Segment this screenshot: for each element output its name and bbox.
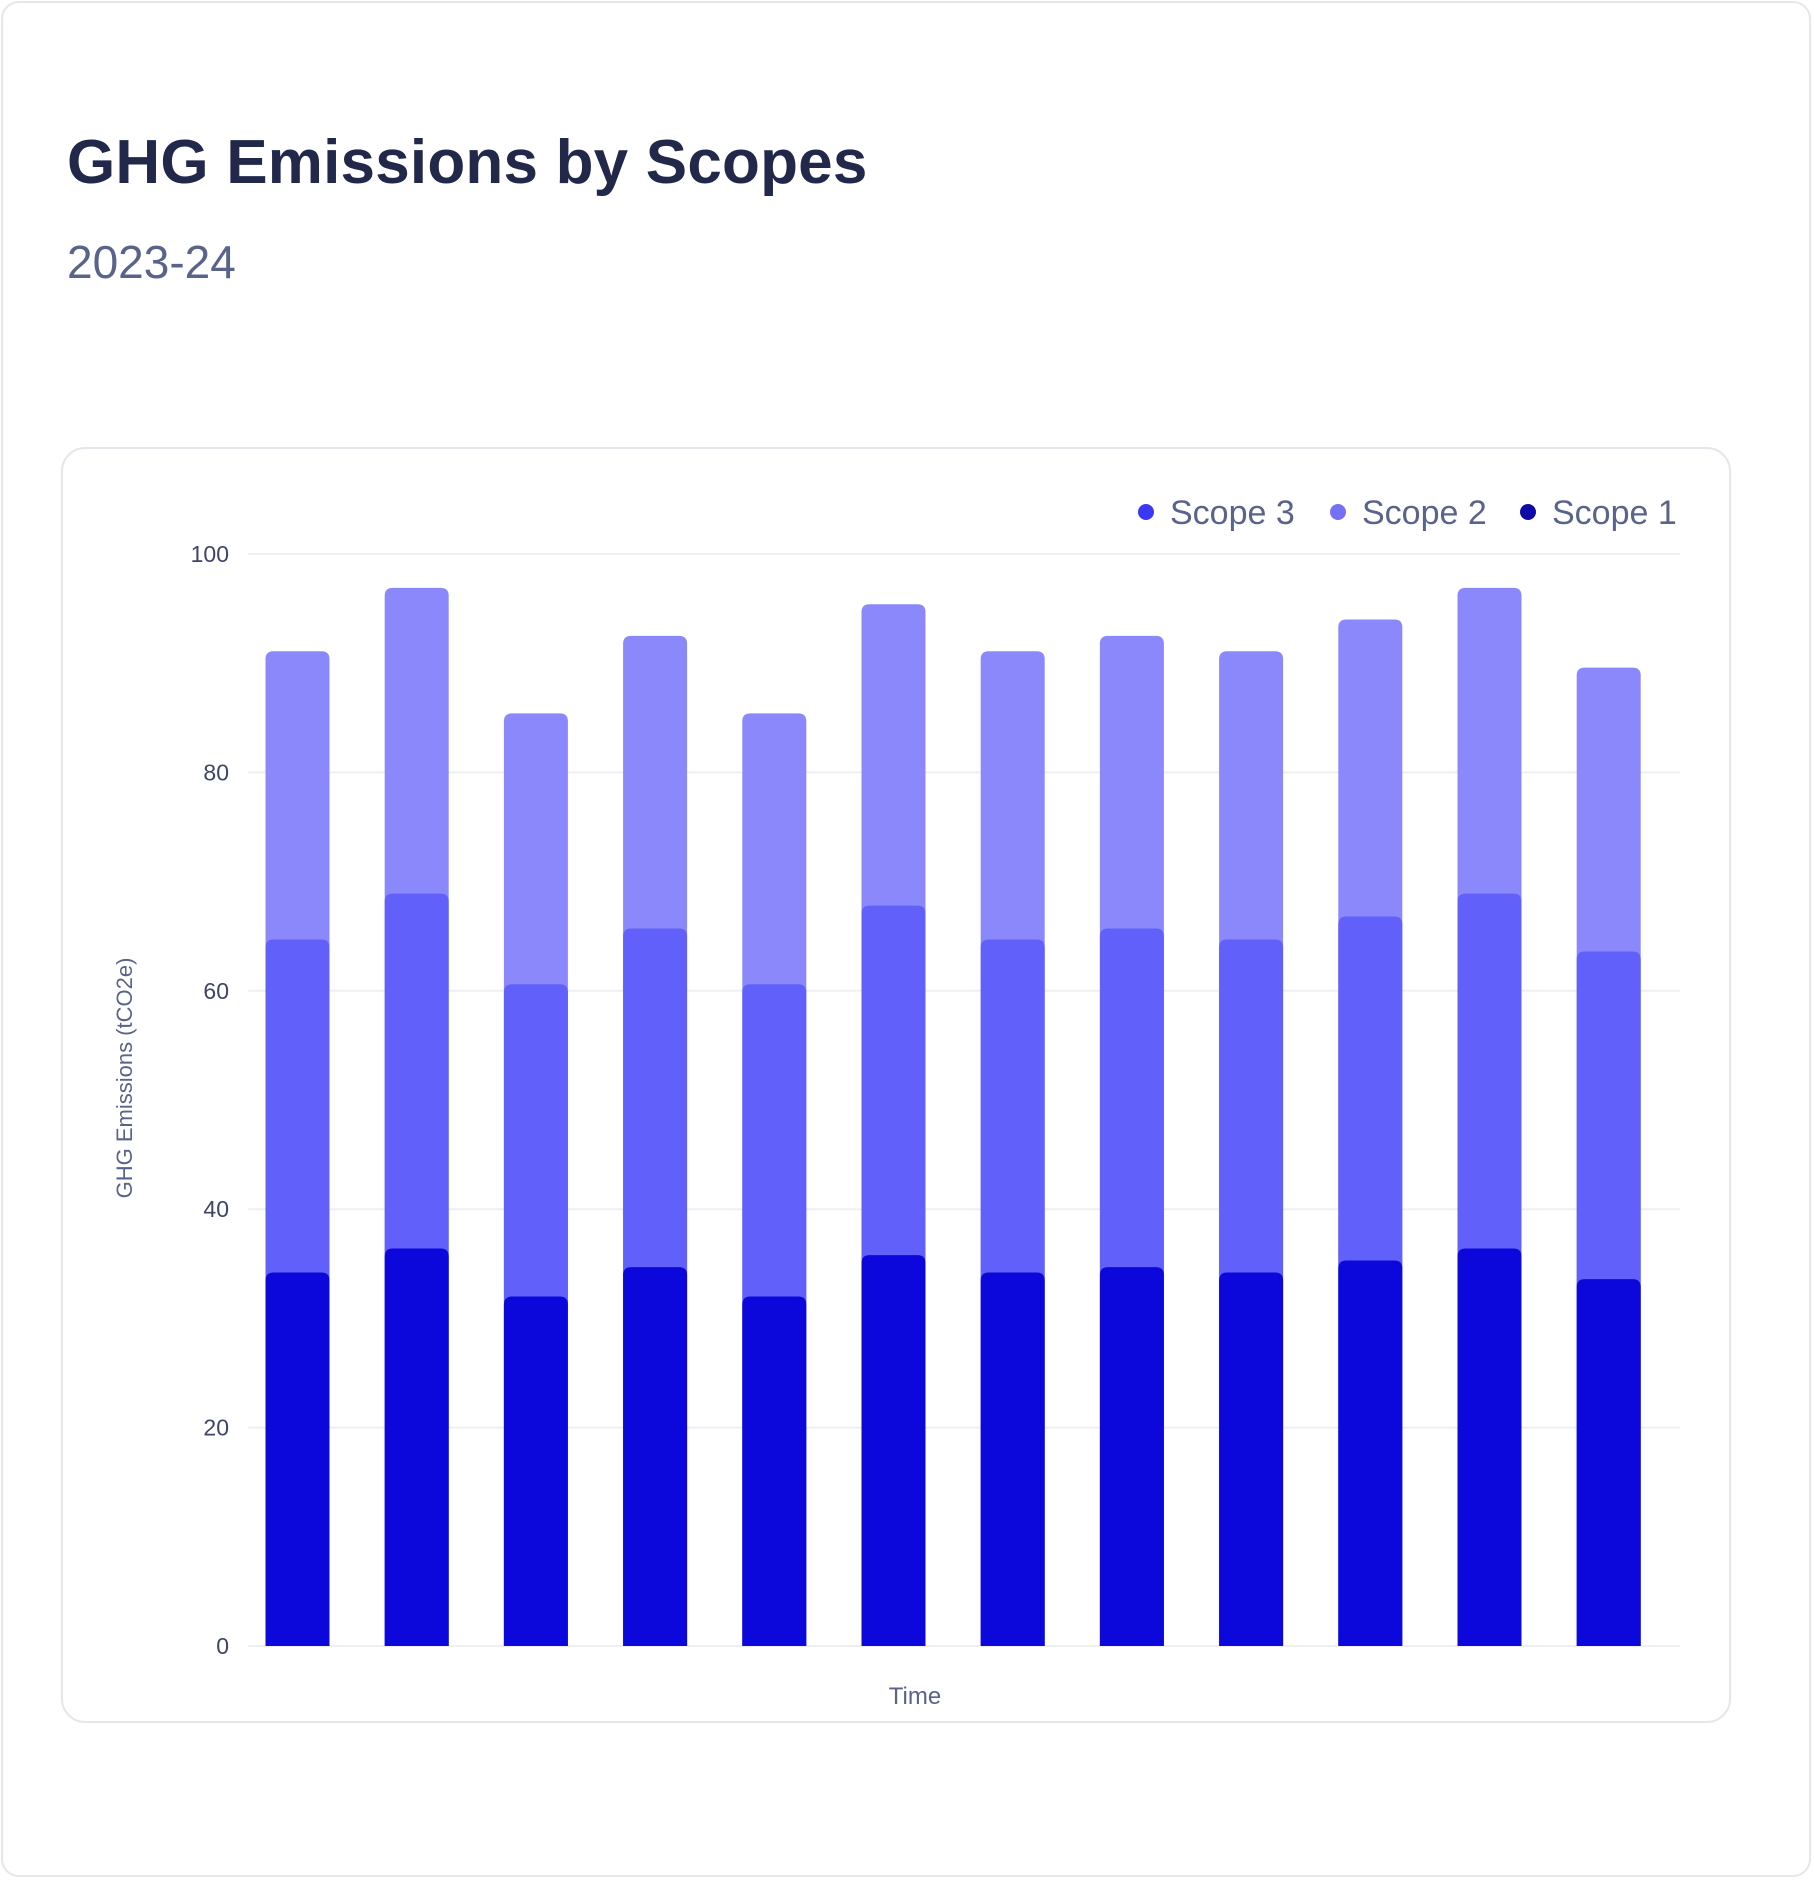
- legend-dot-scope-1: [1520, 504, 1536, 520]
- bar-scope-1: [1099, 1267, 1164, 1646]
- bar-scope-1: [623, 1267, 688, 1646]
- bar-stack: [384, 587, 449, 1646]
- bar-scope-1: [1219, 1272, 1284, 1646]
- y-tick-labels: 0 20 40 60 80 100: [191, 541, 229, 1659]
- bar-stack: [1219, 651, 1284, 1646]
- bar-scope-1: [861, 1255, 926, 1646]
- legend-item-scope-3[interactable]: Scope 3: [1138, 494, 1295, 532]
- bars: [265, 587, 1641, 1647]
- bar-stack: [503, 713, 568, 1646]
- bar-stack: [861, 604, 926, 1647]
- bar-stack: [623, 635, 688, 1646]
- x-axis-label: Time: [889, 1683, 941, 1710]
- bar-stack: [1457, 587, 1522, 1646]
- legend-dot-scope-3: [1138, 504, 1154, 520]
- y-axis-label: GHG Emissions (tCO2e): [112, 958, 137, 1199]
- bar-stack: [1338, 619, 1403, 1646]
- bar-scope-1: [1338, 1260, 1403, 1646]
- bar-scope-1: [742, 1296, 807, 1646]
- y-tick-label: 0: [216, 1633, 229, 1659]
- bar-stack: [1099, 635, 1164, 1646]
- bar-scope-1: [1457, 1248, 1522, 1646]
- bar-scope-1: [265, 1272, 330, 1646]
- legend-item-scope-2[interactable]: Scope 2: [1330, 494, 1487, 532]
- y-tick-label: 20: [203, 1415, 229, 1441]
- y-tick-label: 40: [203, 1196, 229, 1222]
- bar-stack: [1576, 667, 1641, 1646]
- bar-stack: [980, 651, 1045, 1646]
- bar-stack: [265, 651, 330, 1646]
- legend-item-scope-1[interactable]: Scope 1: [1520, 494, 1677, 532]
- y-tick-label: 100: [191, 541, 229, 567]
- bar-scope-1: [1576, 1279, 1641, 1646]
- y-tick-label: 60: [203, 978, 229, 1004]
- grid-lines: [248, 553, 1680, 1647]
- legend-label-scope-2: Scope 2: [1362, 494, 1487, 532]
- page-title: GHG Emissions by Scopes: [67, 128, 868, 197]
- page-subtitle: 2023-24: [67, 236, 236, 288]
- y-tick-label: 80: [203, 759, 229, 785]
- bar-scope-1: [980, 1272, 1045, 1646]
- legend-dot-scope-2: [1330, 504, 1346, 520]
- legend-label-scope-3: Scope 3: [1170, 494, 1295, 532]
- legend: Scope 3 Scope 2 Scope 1: [1138, 494, 1677, 532]
- legend-label-scope-1: Scope 1: [1552, 494, 1677, 532]
- bar-scope-1: [384, 1248, 449, 1646]
- bar-scope-1: [503, 1296, 568, 1646]
- bar-stack: [742, 713, 807, 1646]
